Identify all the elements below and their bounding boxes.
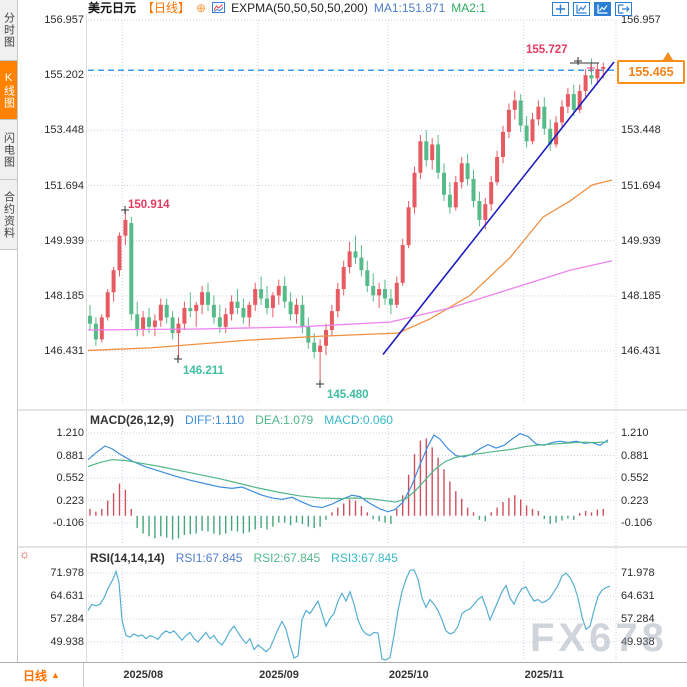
rsi-title: RSI(14,14,14) bbox=[90, 551, 165, 565]
macd-axis-label-right: -0.106 bbox=[621, 517, 653, 529]
x-axis-month-label: 2025/10 bbox=[388, 669, 429, 681]
price-axis-label-left: 151.694 bbox=[44, 179, 84, 192]
macd-dea-value: DEA:1.079 bbox=[255, 413, 314, 427]
rsi-axis-label-left: 49.938 bbox=[50, 635, 84, 648]
price-up-arrow-icon bbox=[663, 52, 673, 60]
chart-axes-tool-active-icon[interactable] bbox=[594, 2, 611, 16]
x-axis-month-label: 2025/09 bbox=[259, 669, 299, 681]
sidebar: 分时图 K线图 闪电图 合约资料 bbox=[0, 0, 18, 662]
macd-diff-value: DIFF:1.110 bbox=[185, 413, 245, 427]
annotation-low-august: 146.211 bbox=[183, 365, 224, 377]
sidebar-tab-lightning-chart[interactable]: 闪电图 bbox=[0, 120, 17, 180]
indicator-chart-icon bbox=[212, 2, 226, 13]
price-axis-label-right: 156.957 bbox=[621, 14, 661, 26]
exit-fullscreen-icon[interactable] bbox=[615, 2, 632, 16]
macd-axis-label-left: 0.881 bbox=[56, 449, 84, 462]
macd-axis-label-right: 0.552 bbox=[621, 472, 649, 484]
current-price-box: 155.465 bbox=[617, 52, 685, 84]
price-axis-label-left: 153.448 bbox=[44, 124, 84, 137]
annotation-low-september: 145.480 bbox=[327, 389, 369, 401]
period-tag: 【日线】 bbox=[142, 1, 191, 15]
rsi-axis-label-right: 71.978 bbox=[621, 567, 655, 579]
rsi-axis-label-left: 64.631 bbox=[50, 590, 84, 602]
period-dropdown-arrow-icon: ▲ bbox=[51, 670, 60, 680]
rsi-settings-icon[interactable]: ☼ bbox=[19, 547, 30, 561]
period-selector[interactable]: 日线 ▲ bbox=[0, 663, 84, 687]
rsi2-value: RSI2:67.845 bbox=[253, 551, 321, 565]
current-price-value: 155.465 bbox=[628, 65, 674, 79]
chart-header: 美元日元 【日线】 ⊕ EXPMA(50,50,50,50,200) MA1:1… bbox=[88, 0, 486, 16]
period-label: 日线 bbox=[23, 668, 48, 683]
macd-axis-label-left: 0.552 bbox=[56, 472, 84, 484]
rsi-axis-label-left: 57.284 bbox=[50, 613, 84, 625]
price-axis-label-right: 149.939 bbox=[621, 234, 661, 247]
price-axis-label-left: 156.957 bbox=[44, 14, 84, 26]
rsi-axis-label-left: 71.978 bbox=[50, 567, 84, 579]
sidebar-tab-contract-info[interactable]: 合约资料 bbox=[0, 180, 17, 250]
ma2-value: MA2:1 bbox=[451, 0, 486, 15]
indicator-label: EXPMA(50,50,50,50,200) bbox=[231, 0, 368, 15]
macd-axis-label-left: 0.223 bbox=[56, 494, 84, 507]
symbol-title: 美元日元 bbox=[88, 1, 137, 15]
sidebar-tab-time-chart[interactable]: 分时图 bbox=[0, 0, 17, 61]
rsi-axis-label-right: 49.938 bbox=[621, 635, 655, 648]
macd-axis-label-right: 1.210 bbox=[621, 427, 649, 439]
annotation-high: 155.727 bbox=[526, 44, 568, 56]
macd-title: MACD(26,12,9) bbox=[90, 413, 175, 427]
price-axis-label-left: 149.939 bbox=[44, 234, 84, 247]
price-axis-label-right: 146.431 bbox=[621, 345, 661, 357]
price-axis-label-left: 155.202 bbox=[44, 69, 84, 82]
macd-hist-value: MACD:0.060 bbox=[324, 413, 393, 427]
crosshair-tool-icon[interactable] bbox=[552, 2, 569, 16]
rsi3-value: RSI3:67.845 bbox=[331, 551, 398, 565]
bottom-bar: 日线 ▲ 2025/08 2025/09 2025/10 2025/11 bbox=[0, 662, 687, 687]
annotation-spike-high: 150.914 bbox=[128, 199, 170, 211]
chart-toolbar bbox=[552, 2, 632, 16]
rsi-header: RSI(14,14,14) RSI1:67.845 RSI2:67.845 RS… bbox=[90, 551, 398, 565]
macd-header: MACD(26,12,9) DIFF:1.110 DEA:1.079 MACD:… bbox=[90, 413, 393, 427]
rsi-axis-label-right: 64.631 bbox=[621, 590, 655, 602]
sidebar-tab-candle-chart[interactable]: K线图 bbox=[0, 61, 17, 120]
macd-axis-label-right: 0.881 bbox=[621, 449, 649, 462]
ma1-value: MA1:151.871 bbox=[373, 0, 446, 15]
price-axis-label-left: 148.185 bbox=[44, 289, 84, 302]
price-axis-label-left: 146.431 bbox=[44, 345, 84, 357]
x-axis-month-label: 2025/08 bbox=[123, 669, 164, 681]
macd-axis-label-left: -0.106 bbox=[52, 517, 84, 529]
chart-axes-tool-icon[interactable] bbox=[573, 2, 590, 16]
rsi1-value: RSI1:67.845 bbox=[175, 551, 243, 565]
rsi-axis-label-right: 57.284 bbox=[621, 613, 655, 625]
price-axis-label-right: 148.185 bbox=[621, 289, 661, 302]
price-axis-label-right: 153.448 bbox=[621, 124, 661, 137]
macd-axis-label-left: 1.210 bbox=[56, 427, 84, 439]
x-axis-month-label: 2025/11 bbox=[524, 669, 564, 681]
add-indicator-icon[interactable]: ⊕ bbox=[196, 0, 207, 15]
macd-axis-label-right: 0.223 bbox=[621, 494, 649, 507]
price-axis-label-right: 151.694 bbox=[621, 179, 661, 192]
